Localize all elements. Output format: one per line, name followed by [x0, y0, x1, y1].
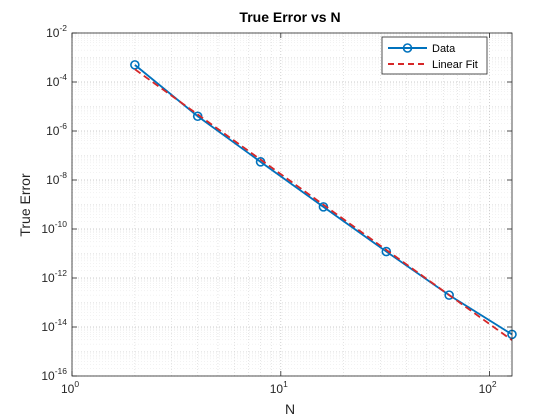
- x-axis-label: N: [285, 401, 295, 417]
- x-tick-labels: 100 101 102: [61, 379, 497, 396]
- x-tick-label: 101: [270, 379, 288, 396]
- y-tick-label: 10-2: [46, 23, 67, 40]
- x-tick-label: 102: [479, 379, 497, 396]
- y-tick-labels: 10-2 10-4 10-6 10-8 10-10 10-12 10-14 10-16: [41, 23, 67, 383]
- minor-grid: [72, 33, 512, 376]
- axes-frame: [71, 32, 513, 377]
- series-line-1: [134, 68, 513, 341]
- x-tick-label: 100: [61, 379, 79, 396]
- data-point: [381, 246, 392, 257]
- axes-box: [71, 32, 513, 377]
- y-tick-label: 10-10: [41, 219, 67, 236]
- chart-title: True Error vs N: [239, 9, 340, 25]
- legend-box: [381, 36, 488, 75]
- legend-label-data: Data: [432, 43, 456, 55]
- y-axis-label: True Error: [17, 173, 33, 237]
- legend-label-fit: Linear Fit: [432, 59, 478, 71]
- y-tick-label: 10-4: [46, 72, 67, 89]
- legend-marker-data: [402, 43, 413, 53]
- legend: Data Linear Fit: [381, 36, 488, 75]
- data-point: [444, 290, 454, 300]
- y-tick-label: 10-6: [46, 121, 67, 138]
- y-tick-label: 10-14: [41, 317, 67, 334]
- y-tick-label: 10-8: [46, 170, 67, 187]
- data-point: [130, 60, 140, 70]
- y-tick-label: 10-16: [41, 366, 67, 383]
- y-tick-label: 10-12: [41, 268, 67, 285]
